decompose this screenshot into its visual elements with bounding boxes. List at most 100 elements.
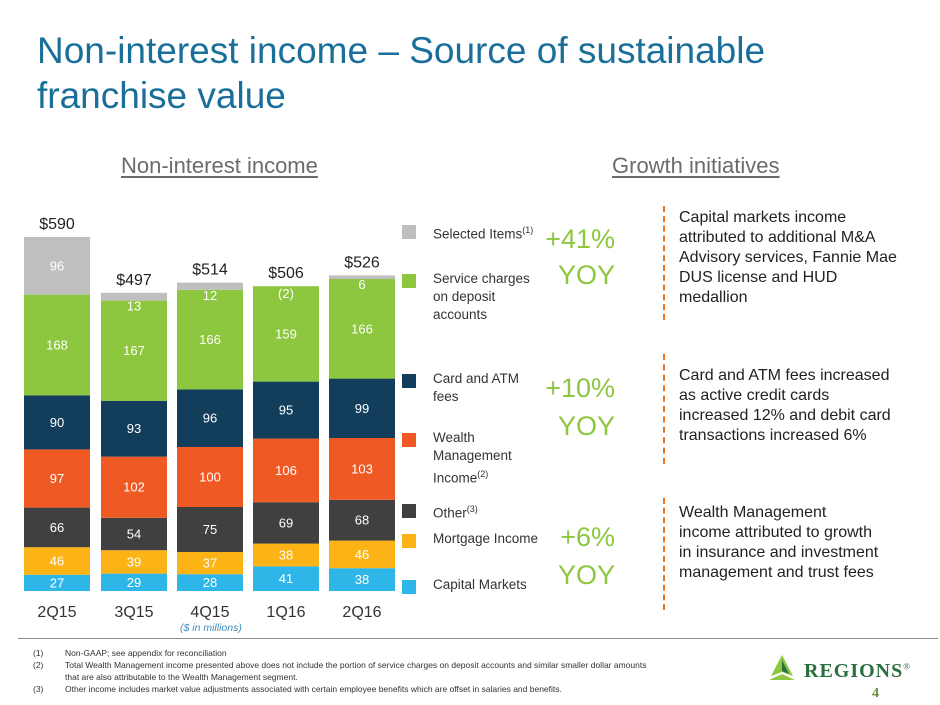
bar-segment: [24, 449, 90, 508]
bar-segment: [329, 568, 395, 591]
data-label: (2): [278, 286, 294, 301]
category-label: 1Q16: [266, 604, 305, 621]
data-label: 27: [50, 575, 64, 590]
bar-segment: [24, 547, 90, 575]
initiative-text: Capital markets income attributed to add…: [679, 209, 897, 306]
data-label: 167: [123, 343, 145, 358]
initiative-card-atm: +10% YOY Card and ATM fees increased as …: [545, 354, 905, 466]
initiative-yoy: YOY: [557, 260, 615, 290]
total-label: $526: [344, 254, 380, 271]
data-label: 166: [351, 321, 373, 336]
data-label: 39: [127, 554, 141, 569]
initiative-pct: +41%: [545, 224, 615, 254]
bar-segment: [101, 300, 167, 401]
footnote: (2) Total Wealth Management income presen…: [33, 659, 653, 683]
initiative-pct: +10%: [545, 373, 615, 403]
bar-segment: [253, 543, 319, 567]
data-label: 75: [203, 522, 217, 537]
bar-segment: [253, 381, 319, 439]
data-label: 41: [279, 571, 293, 586]
bar-segment: [253, 566, 319, 591]
legend-label: Wealth Management Income: [433, 430, 512, 486]
bar-segment: [177, 282, 243, 290]
legend-swatch: [402, 580, 416, 594]
regions-leaf-icon: [769, 655, 795, 680]
bar-segment: [329, 279, 395, 379]
initiative-divider: [663, 206, 665, 320]
data-label: 69: [279, 515, 293, 530]
footnote-number: (1): [33, 648, 44, 658]
bar-segment: [101, 517, 167, 551]
page-title: Non-interest income – Source of sustaina…: [37, 30, 766, 116]
bar-segment: [24, 294, 90, 396]
regions-logo: REGIONS®: [764, 654, 924, 684]
data-label: 46: [355, 547, 369, 562]
category-label: 2Q15: [37, 604, 76, 621]
data-label: 66: [50, 520, 64, 535]
bar-segment: [177, 574, 243, 591]
legend-swatch: [402, 274, 416, 288]
bar-segment: [177, 447, 243, 507]
left-heading: Non-interest income: [121, 153, 318, 178]
bar-segment: [329, 540, 395, 569]
total-label: $506: [268, 265, 304, 282]
footer-divider: [18, 638, 938, 639]
registered-mark: ®: [903, 661, 912, 672]
footnote-number: (2): [33, 660, 44, 670]
stacked-bar-chart: 27 46 66 97 90 168 96 $590 2Q15 29 39 54 102 93 167 13 $…: [24, 216, 395, 621]
bar-segment: [253, 438, 319, 503]
legend-label: Capital Markets: [433, 577, 527, 592]
bar-segment: [101, 573, 167, 591]
bar-segment: [24, 574, 90, 591]
data-label: 159: [275, 326, 297, 341]
legend-sup: (2): [477, 469, 489, 479]
data-label: 100: [199, 470, 221, 485]
units-note: ($ in millions): [180, 622, 242, 634]
data-label: 90: [50, 415, 64, 430]
bar-segment: [24, 395, 90, 450]
data-label: 37: [203, 556, 217, 571]
legend-swatch: [402, 225, 416, 239]
data-label: 99: [355, 401, 369, 416]
bar-segment: [253, 286, 319, 382]
legend-label: Mortgage Income: [433, 531, 539, 546]
legend-swatch: [402, 374, 416, 388]
bar-segment: [101, 550, 167, 574]
data-label: 102: [123, 480, 145, 495]
category-label: 3Q15: [114, 604, 153, 621]
bar-segment: [329, 275, 395, 279]
initiative-divider: [663, 498, 665, 610]
total-label: $497: [116, 272, 152, 289]
bar-segment: [101, 400, 167, 457]
data-label: 168: [46, 338, 68, 353]
data-label: 96: [50, 258, 64, 273]
data-label: 106: [275, 463, 297, 478]
data-label: 38: [279, 548, 293, 563]
data-label: 68: [355, 513, 369, 528]
data-label: 28: [203, 575, 217, 590]
bar-segment: [101, 292, 167, 301]
initiative-text: Wealth Management income attributed to g…: [679, 504, 879, 581]
initiative-wealth-management: +6% YOY Wealth Management income attribu…: [558, 494, 905, 614]
initiative-yoy: YOY: [557, 560, 615, 590]
initiative-yoy: YOY: [557, 411, 615, 441]
bar-segment: [329, 499, 395, 541]
footnote-text: Total Wealth Management income presented…: [65, 660, 647, 682]
footnote-text: Non-GAAP; see appendix for reconciliatio…: [65, 648, 227, 658]
logo-text: REGIONS®: [804, 660, 912, 682]
legend-swatch: [402, 534, 416, 548]
legend-swatch: [402, 433, 416, 447]
data-label: 93: [127, 421, 141, 436]
footnote: (3) Other income includes market value ad…: [33, 683, 653, 695]
bar-segment: [101, 456, 167, 518]
total-label: $514: [192, 262, 228, 279]
bar-segment: [177, 507, 243, 552]
data-label: 29: [127, 575, 141, 590]
data-label: 38: [355, 572, 369, 587]
category-label: 2Q16: [342, 604, 381, 621]
data-label: 96: [203, 411, 217, 426]
data-label: 6: [358, 277, 365, 292]
footnote-text: Other income includes market value adjus…: [65, 684, 562, 694]
legend-swatch: [402, 504, 416, 518]
total-label: $590: [39, 216, 75, 233]
